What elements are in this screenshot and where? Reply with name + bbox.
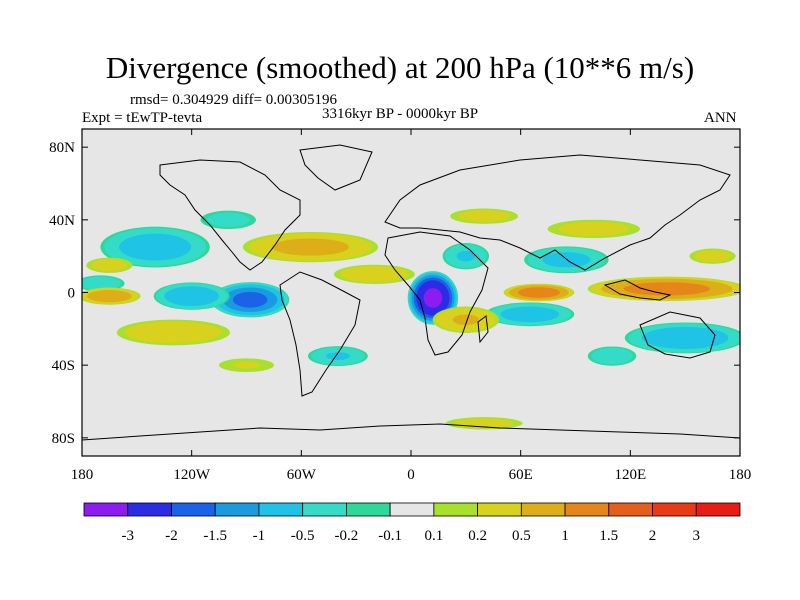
field-contour-12-3 xyxy=(623,282,711,296)
colorbar-swatch xyxy=(564,502,610,517)
coastlines xyxy=(82,144,740,441)
colorbar-label: 1.5 xyxy=(599,528,618,544)
coastline-australia xyxy=(639,311,716,359)
field-contour-0-6 xyxy=(423,288,443,308)
colorbar-label: -0.1 xyxy=(378,528,402,544)
colorbar-swatch xyxy=(520,502,566,517)
field-contour-24-1 xyxy=(694,250,731,263)
colorbar-label: -0.5 xyxy=(291,528,315,544)
coastline-maritime xyxy=(603,279,672,301)
field-contour-1-4 xyxy=(232,291,268,308)
x-tick-label: 180 xyxy=(729,467,752,483)
field-contour-21-1 xyxy=(233,361,260,369)
coastline-europe-asia xyxy=(384,154,731,271)
y-tick-label: 40N xyxy=(49,213,75,229)
colorbar-swatch xyxy=(345,502,391,517)
period-label: 3316kyr BP - 0000kyr BP xyxy=(322,106,479,122)
y-tick-label: 80N xyxy=(49,140,75,156)
colorbar-swatch xyxy=(433,502,479,517)
colorbar-swatch xyxy=(608,502,653,517)
colorbar-label: -0.2 xyxy=(335,528,359,544)
field-contour-6-2 xyxy=(542,252,591,268)
colorbar-label: 0.2 xyxy=(468,528,487,544)
field-contour-3-2 xyxy=(119,233,192,261)
x-tick-label: 120E xyxy=(614,467,646,483)
field-contour-19-1 xyxy=(558,221,630,236)
y-tick-label: 80S xyxy=(52,431,75,447)
coastline-north-america xyxy=(159,159,301,271)
stats-line: rmsd= 0.304929 diff= 0.00305196 xyxy=(130,92,338,108)
chart-title: Divergence (smoothed) at 200 hPa (10**6 … xyxy=(105,50,695,85)
field-contour-14-2 xyxy=(87,289,132,303)
x-tick-label: 120W xyxy=(173,467,211,483)
field-contour-20-1 xyxy=(458,210,511,223)
colorbar-label: 3 xyxy=(693,528,701,544)
colorbar-label: 1 xyxy=(561,528,569,544)
coastline-antarctica xyxy=(82,423,740,441)
colorbar-swatch xyxy=(83,502,129,517)
colorbar-label: -3 xyxy=(121,528,134,544)
coastline-greenland xyxy=(299,144,373,191)
colorbar-label: -2 xyxy=(165,528,178,544)
field-contour-18-1 xyxy=(340,266,409,283)
experiment-label: Expt = tEwTP-tevta xyxy=(82,110,203,126)
field-contour-8-2 xyxy=(326,352,350,361)
colorbar-swatch xyxy=(389,502,435,517)
field-contour-23-1 xyxy=(91,259,128,272)
colorbar-swatch xyxy=(214,502,260,517)
x-tick-label: 60E xyxy=(509,467,533,483)
field-contour-17-2 xyxy=(452,314,480,325)
field-contour-11-1 xyxy=(206,212,250,227)
x-tick-label: 180 xyxy=(71,467,94,483)
field-contour-16-1 xyxy=(125,321,222,344)
x-tick-label: 60W xyxy=(287,467,317,483)
field-contour-2-2 xyxy=(164,286,219,306)
y-tick-label: 40S xyxy=(52,358,75,374)
colorbar-swatch xyxy=(652,502,697,517)
field-contour-5-2 xyxy=(500,306,560,323)
field-contour-10-1 xyxy=(591,347,633,365)
axes: 180 120W 60W 0 60E 120E 180 80N 40N 0 40S 80S xyxy=(49,129,751,483)
field-contour-7-2 xyxy=(456,250,476,262)
colorbar-swatch xyxy=(302,502,347,517)
coastline-africa xyxy=(384,231,489,356)
y-tick-label: 0 xyxy=(68,286,76,302)
colorbar-label: 0.5 xyxy=(512,528,531,544)
coastline-south-america xyxy=(279,271,361,397)
colorbar-swatch xyxy=(171,502,216,517)
field-contour-9-1 xyxy=(82,276,121,291)
divergence-field xyxy=(82,208,740,430)
colorbar-label: -1 xyxy=(253,528,266,544)
colorbar-swatch xyxy=(258,502,304,517)
field-contour-4-2 xyxy=(641,326,729,349)
colorbar-label: 2 xyxy=(649,528,657,544)
colorbar-label: 0.1 xyxy=(424,528,443,544)
colorbar-swatch xyxy=(477,502,522,517)
colorbar-label: -1.5 xyxy=(203,528,227,544)
season-label: ANN xyxy=(704,110,737,126)
colorbar: -3 -2 -1.5 -1 -0.5 -0.2 -0.1 0.1 0.2 0.5 1 1.5 2 3 xyxy=(83,502,741,544)
x-tick-label: 0 xyxy=(407,467,415,483)
colorbar-swatch xyxy=(695,502,741,517)
field-contour-13-3 xyxy=(517,287,560,298)
field-contour-15-2 xyxy=(272,238,349,256)
coastline-madagascar xyxy=(477,315,489,344)
colorbar-swatch xyxy=(127,502,172,517)
